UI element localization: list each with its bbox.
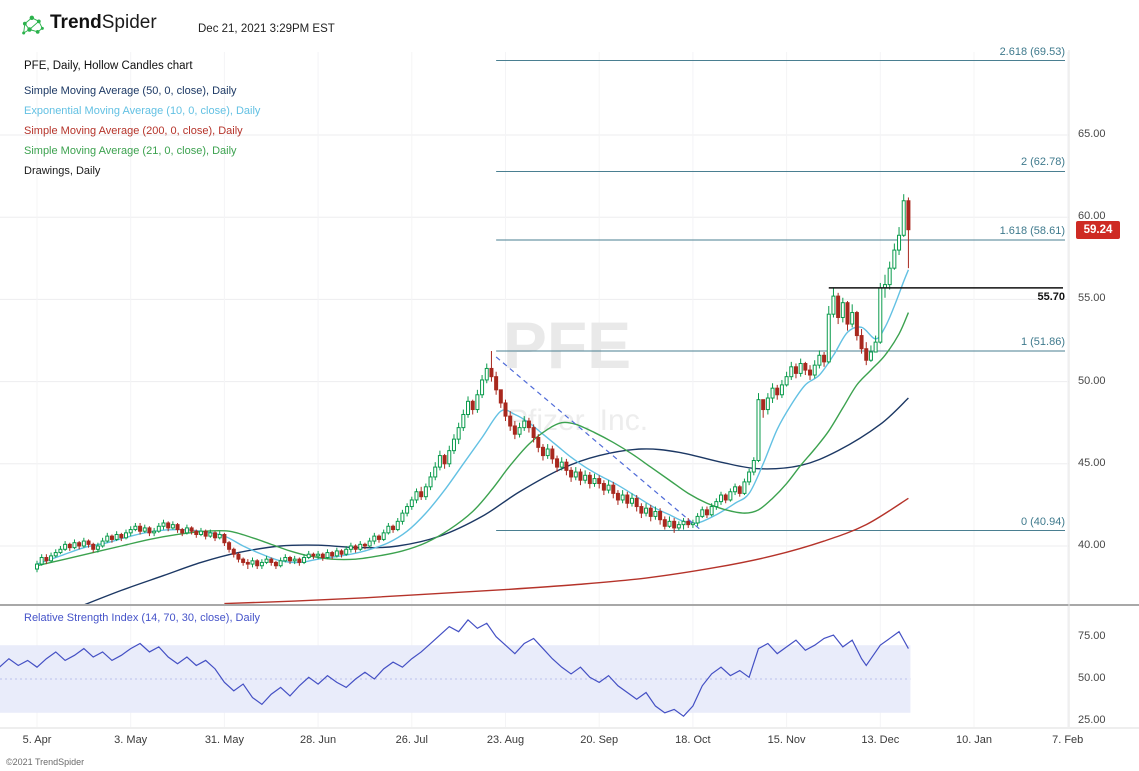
drawings[interactable] bbox=[495, 287, 1063, 532]
rsi-line bbox=[0, 618, 909, 717]
legend-item-sma200[interactable]: Simple Moving Average (200, 0, close), D… bbox=[24, 125, 243, 137]
price-tick-label: 50.00 bbox=[1078, 374, 1106, 387]
rsi-tick-label: 50.00 bbox=[1078, 672, 1106, 684]
ma-line-ema10 bbox=[36, 269, 910, 565]
trendspider-logo-icon bbox=[22, 15, 44, 35]
chart-legend: PFE, Daily, Hollow Candles chart Simple … bbox=[24, 60, 260, 181]
date-label: 5. Apr bbox=[22, 734, 52, 746]
legend-item-drawings[interactable]: Drawings, Daily bbox=[24, 165, 101, 177]
rsi-indicator-label[interactable]: Relative Strength Index (14, 70, 30, clo… bbox=[24, 612, 261, 624]
watermark-symbol: PFE bbox=[503, 308, 631, 382]
price-tick-label: 40.00 bbox=[1078, 539, 1106, 551]
rsi-tick-label: 25.00 bbox=[1078, 714, 1106, 727]
watermark-company: Pfizer, Inc. bbox=[508, 404, 648, 437]
date-label: 13. Dec bbox=[861, 734, 900, 746]
panel-borders bbox=[0, 50, 1139, 729]
legend-item-sma21[interactable]: Simple Moving Average (21, 0, close), Da… bbox=[24, 145, 237, 157]
last-price-badge: 59.24 bbox=[1076, 220, 1120, 239]
date-label: 3. May bbox=[114, 734, 148, 746]
ma-line-sma50 bbox=[84, 397, 909, 604]
brand-name: TrendSpider bbox=[50, 12, 157, 33]
ma-overlays bbox=[36, 269, 910, 604]
price-tick-label: 60.00 bbox=[1078, 210, 1106, 223]
legend-item-ema10[interactable]: Exponential Moving Average (10, 0, close… bbox=[24, 105, 261, 117]
date-label: 20. Sep bbox=[580, 734, 619, 746]
fib-level-label: 2.618 (69.53) bbox=[997, 45, 1067, 58]
date-label: 31. May bbox=[204, 734, 244, 746]
rsi-panel[interactable] bbox=[0, 618, 911, 717]
date-label: 23. Aug bbox=[486, 734, 525, 746]
copyright-footer: ©2021 TrendSpider bbox=[6, 757, 85, 767]
date-label: 7. Feb bbox=[1052, 734, 1084, 746]
fib-level-label: 2 (62.78) bbox=[1018, 156, 1067, 169]
date-label: 28. Jun bbox=[300, 734, 337, 746]
ma-line-sma200 bbox=[224, 497, 909, 604]
legend-item-sma50[interactable]: Simple Moving Average (50, 0, close), Da… bbox=[24, 85, 237, 97]
price-tick-label: 55.00 bbox=[1078, 292, 1106, 305]
fibonacci-levels[interactable] bbox=[496, 60, 1065, 532]
ma-line-sma21 bbox=[36, 312, 910, 567]
fib-level-label: 1 (51.86) bbox=[1018, 336, 1067, 349]
chart-datetime: Dec 21, 2021 3:29PM EST bbox=[198, 23, 335, 35]
date-label: 18. Oct bbox=[675, 734, 711, 746]
gridlines bbox=[0, 52, 1069, 727]
chart-title: PFE, Daily, Hollow Candles chart bbox=[24, 60, 193, 72]
date-label: 10. Jan bbox=[955, 734, 993, 746]
drawing-level-label[interactable]: 55.70 bbox=[1037, 290, 1065, 303]
fib-level-label: 0 (40.94) bbox=[1018, 515, 1067, 528]
rsi-tick-label: 75.00 bbox=[1078, 629, 1106, 642]
date-label: 15. Nov bbox=[767, 734, 806, 746]
price-tick-label: 65.00 bbox=[1078, 128, 1106, 140]
price-tick-label: 45.00 bbox=[1078, 456, 1106, 469]
fib-level-label: 1.618 (58.61) bbox=[997, 225, 1067, 238]
candles[interactable] bbox=[35, 194, 911, 573]
date-label: 26. Jul bbox=[395, 734, 428, 746]
